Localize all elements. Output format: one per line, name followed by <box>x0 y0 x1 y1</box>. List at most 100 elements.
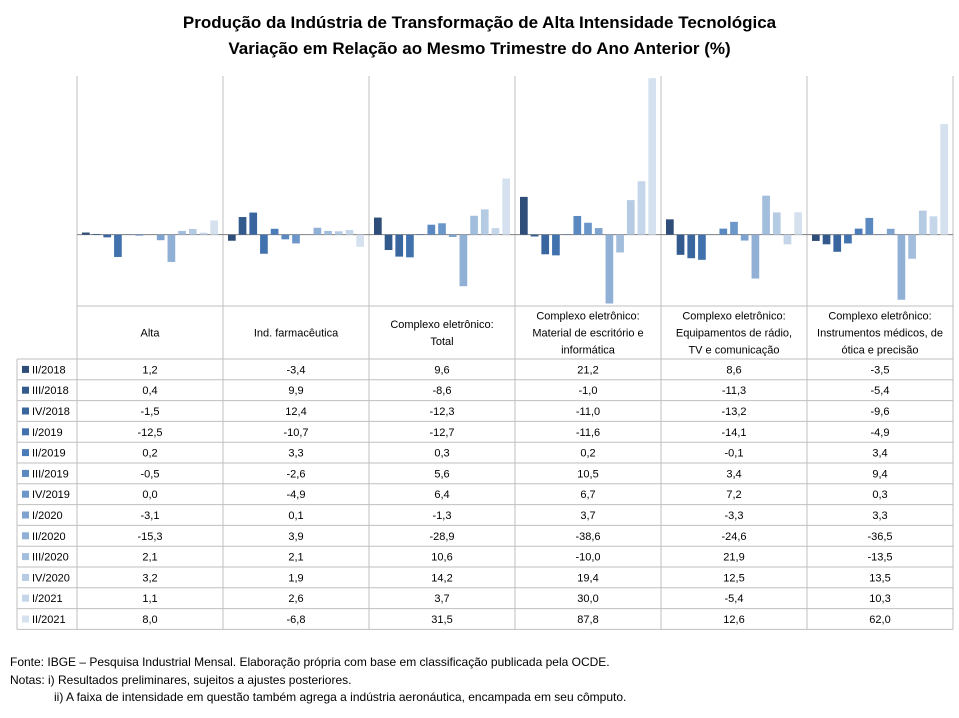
data-label: 6,4 <box>434 489 449 501</box>
data-label: 21,9 <box>723 552 744 564</box>
legend-label: I/2021 <box>32 593 63 605</box>
data-label: 7,2 <box>726 489 741 501</box>
bar-iii-2018-col3 <box>384 234 393 251</box>
legend-label: I/2020 <box>32 510 63 522</box>
data-label: -10,0 <box>575 552 600 564</box>
data-label: -1,5 <box>141 406 160 418</box>
bar-iv-2020-col4 <box>626 200 635 235</box>
bars-layer <box>82 78 948 304</box>
bar-ii-2019-col6 <box>854 228 863 235</box>
bar-iii-2020-col6 <box>908 234 916 259</box>
note-1: Notas: i) Resultados preliminares, sujei… <box>10 672 352 687</box>
data-label: -3,1 <box>141 510 160 522</box>
bar-i-2019-col3 <box>406 234 414 258</box>
data-label: 12,4 <box>285 406 306 418</box>
data-label: 87,8 <box>577 614 598 626</box>
bar-ii-2018-col2 <box>228 234 236 241</box>
bar-ii-2018-col1 <box>82 232 90 235</box>
bar-ii-2018-col3 <box>374 217 382 235</box>
bar-i-2021-col1 <box>199 232 208 235</box>
data-label: 30,0 <box>577 593 598 605</box>
data-label: -0,5 <box>141 468 160 480</box>
category-label: Material de escritório e <box>532 328 643 340</box>
bar-iii-2018-col6 <box>822 234 831 245</box>
data-label: 2,1 <box>142 552 157 564</box>
bar-iv-2018-col2 <box>249 212 258 235</box>
source-note: Fonte: IBGE – Pesquisa Industrial Mensal… <box>10 655 610 669</box>
data-label: -3,5 <box>871 364 890 376</box>
data-label: -4,9 <box>871 427 890 439</box>
bar-iv-2019-col6 <box>876 234 884 235</box>
data-label: -11,0 <box>576 406 600 418</box>
bar-iii-2019-col3 <box>427 224 436 235</box>
legend-key-iii-2019 <box>22 469 29 477</box>
bar-i-2021-col2 <box>345 230 354 235</box>
bar-ii-2020-col5 <box>751 234 760 279</box>
data-label: -3,3 <box>725 510 744 522</box>
legend-key-iii-2018 <box>22 386 29 394</box>
data-label: 1,1 <box>142 593 157 605</box>
data-label: -15,3 <box>137 531 162 543</box>
data-table: Alta Ind. farmacêutica Complexo eletrônico… <box>22 311 943 626</box>
bar-iv-2019-col2 <box>292 234 300 244</box>
bar-ii-2021-col1 <box>210 220 218 235</box>
bar-iv-2018-col5 <box>687 234 696 259</box>
plot-grid-lines <box>16 76 954 630</box>
data-label: 8,6 <box>726 364 741 376</box>
note-2: ii) A faixa de intensidade em questão ta… <box>54 690 627 704</box>
bar-ii-2019-col2 <box>270 228 279 235</box>
bar-ii-2021-col2 <box>356 234 364 247</box>
bar-ii-2020-col4 <box>605 234 614 304</box>
data-label: -24,6 <box>721 531 746 543</box>
bar-iii-2019-col4 <box>573 215 582 235</box>
bar-i-2019-col2 <box>260 234 268 254</box>
bar-i-2020-col5 <box>740 234 749 241</box>
data-label: 3,3 <box>288 448 303 460</box>
bar-iii-2020-col4 <box>616 234 624 253</box>
bar-i-2020-col4 <box>594 228 603 235</box>
data-label: 0,2 <box>142 448 157 460</box>
legend-label: III/2020 <box>32 552 69 564</box>
data-label: -10,7 <box>283 427 308 439</box>
legend-key-i-2020 <box>22 511 29 519</box>
bar-iii-2018-col2 <box>238 217 247 235</box>
bar-iii-2020-col3 <box>470 215 478 235</box>
bar-i-2021-col5 <box>783 234 792 245</box>
legend-key-ii-2018 <box>22 365 29 373</box>
legend-label: IV/2019 <box>32 489 70 501</box>
data-label: -38,6 <box>575 531 600 543</box>
data-label: -13,5 <box>867 552 892 564</box>
bar-i-2021-col3 <box>491 228 500 235</box>
legend-label: I/2019 <box>32 427 63 439</box>
data-label: -3,4 <box>287 364 306 376</box>
bar-iv-2018-col3 <box>395 234 404 257</box>
bar-iv-2020-col3 <box>480 209 489 235</box>
data-label: -36,5 <box>867 531 892 543</box>
data-label: 0,4 <box>142 385 157 397</box>
legend-label: IV/2020 <box>32 572 70 584</box>
category-label: Alta <box>141 328 161 340</box>
data-label: 3,3 <box>872 510 887 522</box>
data-label: -11,6 <box>576 427 600 439</box>
bar-i-2019-col1 <box>114 234 122 257</box>
category-label: Total <box>430 336 453 348</box>
data-label: 9,4 <box>872 468 887 480</box>
category-label: ótica e precisão <box>841 345 918 357</box>
data-label: -1,3 <box>433 510 452 522</box>
bar-iv-2018-col1 <box>103 234 112 238</box>
bar-ii-2021-col5 <box>794 212 802 235</box>
bar-iii-2018-col4 <box>530 234 539 237</box>
category-label: TV e comunicação <box>688 345 779 357</box>
data-label: 1,9 <box>288 572 303 584</box>
bar-ii-2021-col4 <box>648 78 656 235</box>
legend-key-iv-2020 <box>22 573 29 581</box>
category-label: Equipamentos de rádio, <box>676 328 792 340</box>
bar-i-2021-col6 <box>929 216 938 235</box>
bar-ii-2020-col6 <box>897 234 906 300</box>
data-label: 10,3 <box>869 593 890 605</box>
data-label: 0,0 <box>142 489 157 501</box>
category-label: Complexo eletrônico: <box>828 311 931 323</box>
data-label: 19,4 <box>577 572 598 584</box>
bar-ii-2020-col2 <box>313 227 322 235</box>
